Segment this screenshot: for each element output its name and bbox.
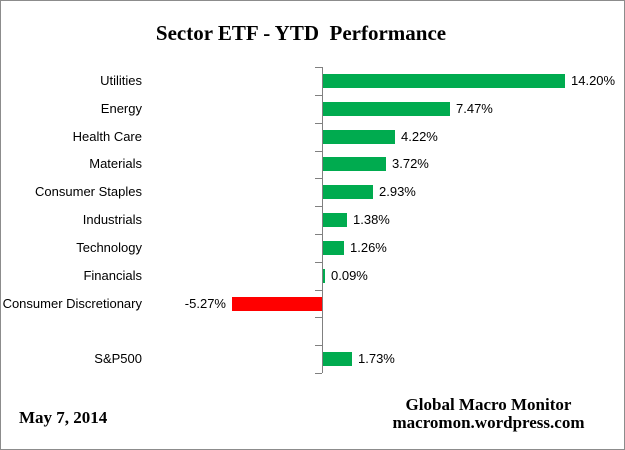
bar-positive xyxy=(323,240,344,255)
date-label: May 7, 2014 xyxy=(19,408,108,427)
axis-tick xyxy=(315,122,322,124)
category-label: S&P500 xyxy=(94,351,142,367)
category-label: Consumer Staples xyxy=(35,184,142,200)
axis-tick xyxy=(315,345,322,347)
attribution-url: macromon.wordpress.com xyxy=(392,413,585,432)
bar-positive xyxy=(323,185,373,200)
value-label: 3.72% xyxy=(392,156,429,172)
value-label: 1.73% xyxy=(358,351,395,367)
value-label: 14.20% xyxy=(571,72,616,88)
category-label: Technology xyxy=(76,239,142,255)
category-label: Energy xyxy=(100,100,142,116)
axis-tick xyxy=(315,178,322,180)
value-label: 2.93% xyxy=(379,184,416,200)
category-label: Materials xyxy=(89,156,142,172)
value-label: -5.27% xyxy=(184,295,226,311)
bar-positive xyxy=(323,157,386,172)
axis-tick xyxy=(315,233,322,235)
bar-positive xyxy=(323,268,325,283)
attribution-title: Global Macro Monitor xyxy=(405,395,572,414)
category-axis xyxy=(322,67,323,373)
axis-tick xyxy=(315,150,322,152)
category-label: Health Care xyxy=(72,128,142,144)
axis-tick xyxy=(315,289,322,291)
category-label: Utilities xyxy=(100,72,142,88)
axis-tick xyxy=(315,373,322,374)
axis-tick xyxy=(315,317,322,319)
category-label: Industrials xyxy=(82,212,142,227)
bar-positive xyxy=(323,352,352,367)
value-label: 7.47% xyxy=(456,100,493,116)
bar-positive xyxy=(323,101,450,116)
value-label: 4.22% xyxy=(401,128,438,144)
bar-positive xyxy=(323,213,347,227)
bar-positive xyxy=(323,129,395,144)
category-label: Financials xyxy=(83,267,142,283)
value-label: 1.38% xyxy=(353,212,390,227)
value-label: 0.09% xyxy=(331,267,368,283)
category-label: Consumer Discretionary xyxy=(2,295,142,311)
axis-tick xyxy=(315,94,322,96)
value-label: 1.26% xyxy=(350,239,387,255)
bar-positive xyxy=(323,73,565,88)
attribution-block: Global Macro Monitor macromon.wordpress.… xyxy=(371,396,606,432)
axis-tick xyxy=(315,67,322,68)
chart-title: Sector ETF - YTD Performance xyxy=(155,21,447,45)
bar-negative xyxy=(232,296,322,311)
axis-tick xyxy=(315,206,322,208)
axis-tick xyxy=(315,261,322,263)
